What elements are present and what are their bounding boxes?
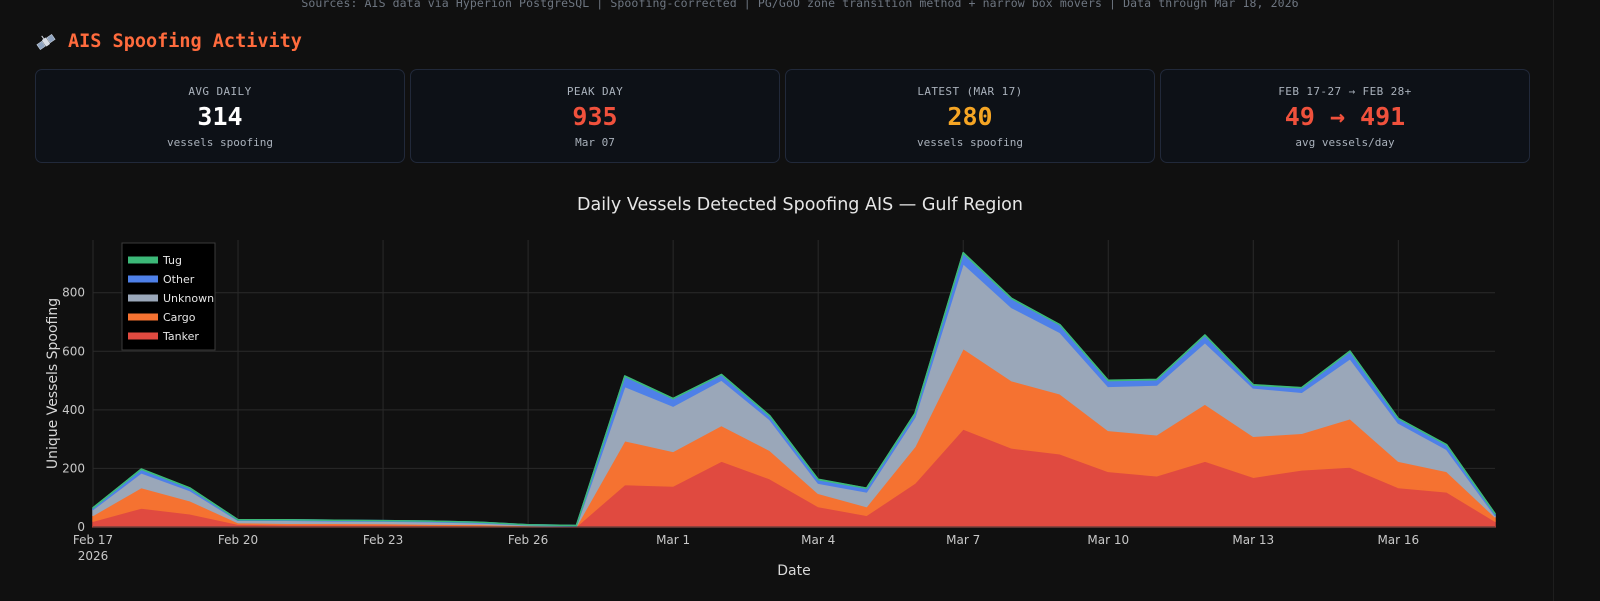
satellite-icon	[36, 33, 56, 50]
stat-card-value: 49 → 491	[1284, 102, 1406, 131]
data-sources-note: Sources: AIS data via Hyperion PostgreSQ…	[301, 0, 1299, 10]
y-tick-label: 400	[62, 403, 85, 417]
x-tick-label: Mar 1	[656, 533, 690, 547]
stat-card-sub: avg vessels/day	[1295, 136, 1395, 149]
y-tick-label: 0	[77, 520, 85, 534]
panel-divider	[1553, 0, 1554, 601]
stat-card-value: 280	[947, 102, 993, 131]
x-tick-label: Feb 17	[73, 533, 113, 547]
stat-card-label: LATEST (MAR 17)	[917, 85, 1023, 98]
series-area-tug	[92, 251, 1496, 527]
y-axis-title: Unique Vessels Spoofing	[45, 298, 61, 469]
legend-label: Other	[163, 273, 195, 286]
y-tick-label: 200	[62, 461, 85, 475]
legend-label: Tug	[162, 254, 182, 267]
stat-card-peak-day: PEAK DAY 935 Mar 07	[410, 69, 780, 163]
legend-swatch-cargo	[128, 313, 158, 321]
y-tick-label: 600	[62, 344, 85, 358]
stat-card-latest: LATEST (MAR 17) 280 vessels spoofing	[785, 69, 1155, 163]
legend-swatch-tanker	[128, 332, 158, 340]
x-tick-label: Mar 16	[1377, 533, 1419, 547]
stat-card-sub: vessels spoofing	[917, 136, 1023, 149]
section-header: AIS Spoofing Activity	[36, 31, 302, 52]
stat-card-label: PEAK DAY	[566, 85, 624, 98]
stat-card-sub: vessels spoofing	[167, 136, 273, 149]
spoofing-area-chart[interactable]: 0 200 400 600 800 Feb 17 2026 Feb 20 Feb 23 Feb 2…	[0, 225, 1553, 595]
stat-card-avg-daily: AVG DAILY 314 vessels spoofing	[35, 69, 405, 163]
y-tick-label: 800	[62, 286, 85, 300]
legend-swatch-other	[128, 275, 158, 283]
section-title: AIS Spoofing Activity	[68, 31, 302, 52]
chart-title: Daily Vessels Detected Spoofing AIS — Gu…	[577, 195, 1023, 215]
x-tick-label: Feb 20	[218, 533, 258, 547]
x-tick-label: Feb 26	[508, 533, 548, 547]
legend-swatch-tug	[128, 256, 158, 264]
stat-card-sub: Mar 07	[575, 136, 615, 149]
legend-label: Tanker	[162, 330, 199, 343]
x-tick-label: Mar 4	[801, 533, 835, 547]
stat-card-value: 935	[572, 102, 618, 131]
legend-label: Unknown	[163, 292, 214, 305]
chart-legend: Tug Other Unknown Cargo Tanker	[121, 242, 216, 351]
x-axis-title: Date	[777, 563, 810, 579]
stat-cards: AVG DAILY 314 vessels spoofing PEAK DAY …	[35, 69, 1555, 165]
x-tick-label: Mar 13	[1232, 533, 1274, 547]
stat-card-label: FEB 17-27 → FEB 28+	[1278, 85, 1412, 98]
x-tick-year-label: 2026	[78, 549, 109, 563]
legend-label: Cargo	[163, 311, 196, 324]
stat-card-period-compare: FEB 17-27 → FEB 28+ 49 → 491 avg vessels…	[1160, 69, 1530, 163]
x-tick-label: Mar 10	[1087, 533, 1129, 547]
stat-card-value: 314	[197, 102, 243, 131]
legend-swatch-unknown	[128, 294, 158, 302]
x-tick-label: Mar 7	[946, 533, 980, 547]
x-tick-label: Feb 23	[363, 533, 403, 547]
stat-card-label: AVG DAILY	[188, 85, 252, 98]
